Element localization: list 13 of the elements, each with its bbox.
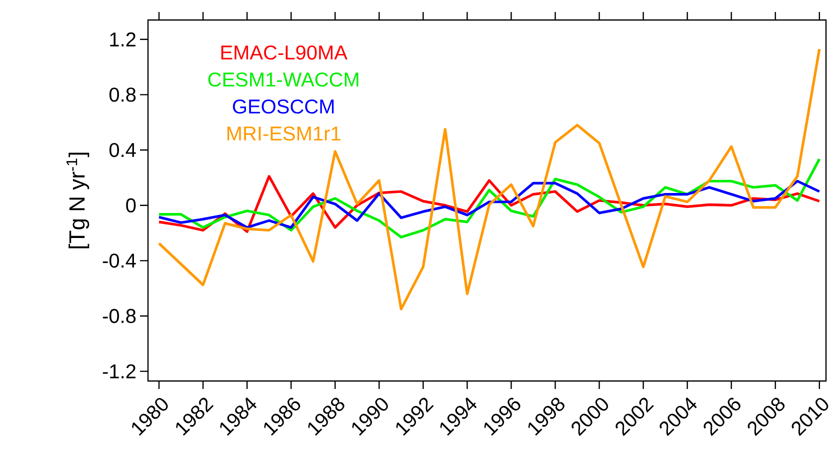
y-tick-label: 0.4 <box>109 142 136 158</box>
y-tick-label: 1.2 <box>110 32 136 46</box>
y-tick-label: -0.4 <box>102 254 136 268</box>
y-tick-label: -1.2 <box>102 364 136 378</box>
series-label: MRI-ESM1r1 <box>227 126 340 141</box>
y-tick-label: 0 <box>126 198 136 212</box>
text: GEOSCCM <box>232 99 334 114</box>
y-tick-label: 0.8 <box>109 88 136 102</box>
y-tick-label: -0.8 <box>102 308 136 324</box>
text: CESM1-WACCM <box>208 72 358 87</box>
line-series <box>158 48 821 310</box>
text: EMAC-L90MA <box>221 45 348 60</box>
y-axis-title: [Tg N yr$^{-1}$] <box>66 152 90 248</box>
